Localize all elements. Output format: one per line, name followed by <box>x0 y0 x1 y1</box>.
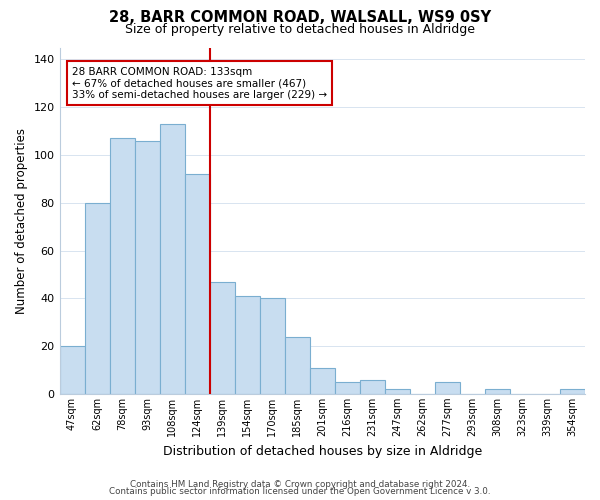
Bar <box>160 124 185 394</box>
Bar <box>110 138 134 394</box>
Bar <box>310 368 335 394</box>
Bar <box>235 296 260 394</box>
Text: Contains public sector information licensed under the Open Government Licence v : Contains public sector information licen… <box>109 487 491 496</box>
X-axis label: Distribution of detached houses by size in Aldridge: Distribution of detached houses by size … <box>163 444 482 458</box>
Bar <box>435 382 460 394</box>
Bar <box>285 336 310 394</box>
Bar <box>85 203 110 394</box>
Bar <box>134 140 160 394</box>
Bar <box>260 298 285 394</box>
Text: 28 BARR COMMON ROAD: 133sqm
← 67% of detached houses are smaller (467)
33% of se: 28 BARR COMMON ROAD: 133sqm ← 67% of det… <box>72 66 327 100</box>
Bar <box>560 389 585 394</box>
Bar <box>209 282 235 394</box>
Text: 28, BARR COMMON ROAD, WALSALL, WS9 0SY: 28, BARR COMMON ROAD, WALSALL, WS9 0SY <box>109 10 491 25</box>
Text: Contains HM Land Registry data © Crown copyright and database right 2024.: Contains HM Land Registry data © Crown c… <box>130 480 470 489</box>
Y-axis label: Number of detached properties: Number of detached properties <box>15 128 28 314</box>
Bar <box>485 389 510 394</box>
Bar <box>360 380 385 394</box>
Bar <box>185 174 209 394</box>
Bar <box>385 389 410 394</box>
Bar <box>59 346 85 394</box>
Text: Size of property relative to detached houses in Aldridge: Size of property relative to detached ho… <box>125 22 475 36</box>
Bar <box>335 382 360 394</box>
